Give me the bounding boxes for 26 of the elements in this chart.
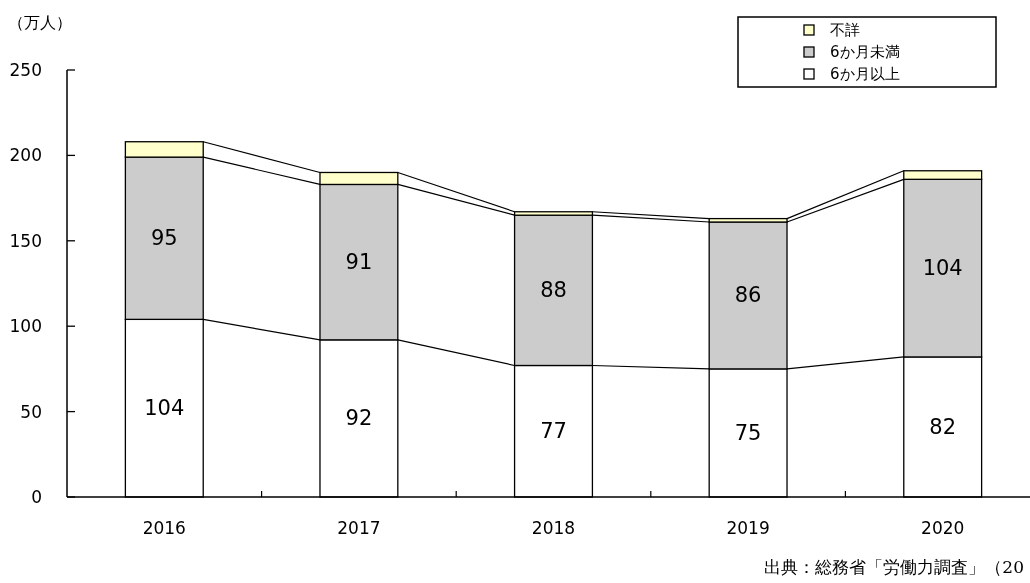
ytick: 100 bbox=[9, 316, 42, 337]
label: 82 bbox=[929, 414, 957, 439]
ytick: 250 bbox=[9, 60, 42, 80]
label: 88 bbox=[540, 278, 567, 303]
xtick: 2020 bbox=[921, 518, 965, 538]
label: 75 bbox=[734, 420, 762, 445]
xtick: 2017 bbox=[337, 518, 381, 538]
ytick: 0 bbox=[31, 487, 42, 507]
ytick: 50 bbox=[20, 401, 42, 422]
label: 104 bbox=[144, 396, 185, 421]
label: 91 bbox=[345, 250, 373, 275]
xtick: 2016 bbox=[142, 518, 186, 538]
legend-item: 6か月以上 bbox=[830, 65, 900, 83]
xtick: 2019 bbox=[726, 518, 770, 538]
xtick: 2018 bbox=[531, 518, 576, 538]
legend-item: 6か月未満 bbox=[830, 43, 900, 61]
label: 92 bbox=[345, 406, 373, 431]
ytick: 150 bbox=[9, 230, 42, 251]
ytick: 200 bbox=[9, 145, 42, 166]
annotation: 出典：総務省「労働力調査」（20 bbox=[764, 557, 1024, 577]
label: 95 bbox=[150, 226, 178, 251]
legend-item: 不詳 bbox=[830, 21, 860, 39]
label: 77 bbox=[540, 419, 567, 444]
label: 104 bbox=[922, 256, 963, 281]
label: 86 bbox=[734, 283, 762, 308]
ylabel: （万人） bbox=[8, 12, 72, 32]
